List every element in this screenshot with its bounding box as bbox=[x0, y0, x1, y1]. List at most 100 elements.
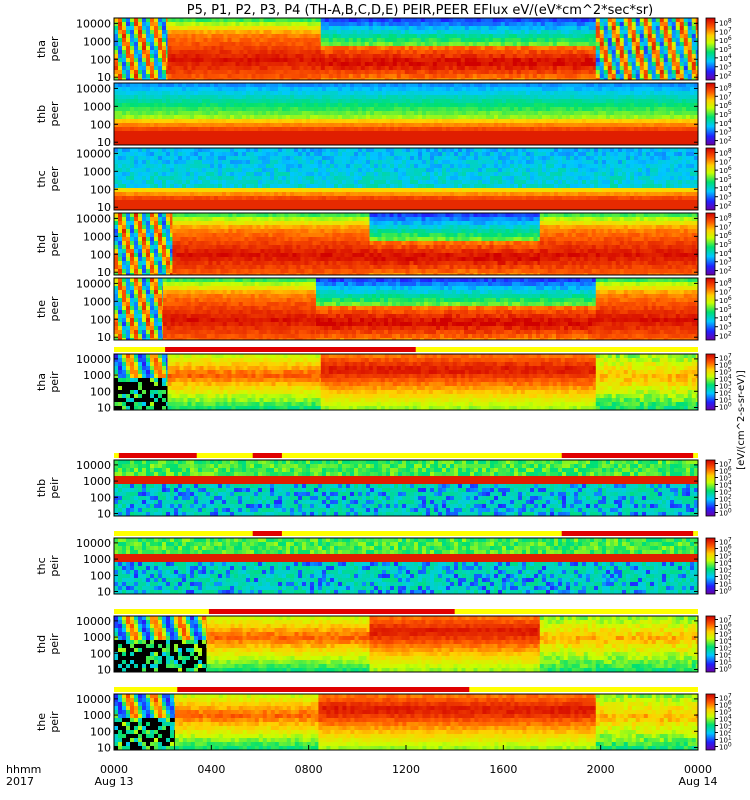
colorbar-tick-label: 101 bbox=[719, 395, 732, 405]
colorbar-tick-label: 105 bbox=[719, 473, 732, 483]
panel-frame bbox=[113, 277, 699, 341]
panel-tha-peer: 10 100 1000 10000 tha peer 1021031041051061071… bbox=[35, 17, 732, 84]
colorbar-tick-label: 101 bbox=[719, 735, 732, 745]
y-tick-label: 1000 bbox=[83, 709, 111, 722]
x-tick-label: 0800 bbox=[295, 763, 323, 776]
colorbar-tick-label: 104 bbox=[719, 558, 732, 568]
panel-label-probe: thc bbox=[35, 170, 48, 187]
colorbar-tick-label: 105 bbox=[719, 304, 732, 314]
colorbar-tick-label: 107 bbox=[719, 353, 732, 363]
colorbar-tick-label: 106 bbox=[719, 230, 732, 240]
colorbar-tick-label: 102 bbox=[719, 266, 732, 276]
y-tick-label: 10 bbox=[97, 507, 111, 520]
y-tick-label: 100 bbox=[90, 491, 111, 504]
colorbar-tick-label: 103 bbox=[719, 322, 732, 332]
colorbar-tick-label: 105 bbox=[719, 629, 732, 639]
colorbar-tick-label: 104 bbox=[719, 480, 732, 490]
panel-label-probe: thd bbox=[35, 235, 48, 253]
colorbar-tick-label: 106 bbox=[719, 295, 732, 305]
panel-thc-peer: 10 100 1000 10000 thc peer 1021031041051061071… bbox=[35, 147, 732, 214]
panel-label-product: peir bbox=[48, 633, 61, 655]
y-tick-label: 100 bbox=[90, 183, 111, 196]
colorbar-tick-label: 108 bbox=[719, 277, 732, 287]
y-tick-label: 1000 bbox=[83, 165, 111, 178]
colorbar-tick-label: 102 bbox=[719, 494, 732, 504]
colorbar-tick-label: 103 bbox=[719, 127, 732, 137]
panel-label-probe: thc bbox=[35, 557, 48, 574]
mode-bar-segment bbox=[252, 531, 282, 536]
colorbar-tick-label: 103 bbox=[719, 487, 732, 497]
chart-title: P5, P1, P2, P3, P4 (TH-A,B,C,D,E) PEIR,P… bbox=[187, 3, 653, 18]
colorbar-tick-label: 106 bbox=[719, 35, 732, 45]
x-tick-label: 0000 bbox=[100, 763, 128, 776]
colorbar-tick-label: 107 bbox=[719, 221, 732, 231]
mode-bar-background bbox=[114, 531, 698, 536]
y-tick-label: 1000 bbox=[83, 475, 111, 488]
colorbar-tick-label: 103 bbox=[719, 192, 732, 202]
y-tick-label: 1000 bbox=[83, 230, 111, 243]
colorbar-tick-label: 104 bbox=[719, 53, 732, 63]
y-tick-label: 1000 bbox=[83, 631, 111, 644]
panel-the-peer: 10 100 1000 10000 the peer 1021031041051061071… bbox=[35, 277, 732, 344]
panel-label-product: peer bbox=[48, 296, 61, 322]
x-tick-label: 2000 bbox=[587, 763, 615, 776]
colorbar-tick-label: 104 bbox=[719, 118, 732, 128]
colorbar-tick-label: 102 bbox=[719, 388, 732, 398]
x-tick-label: 1600 bbox=[489, 763, 517, 776]
panel-frame bbox=[113, 353, 699, 411]
mode-bar-segment bbox=[208, 609, 455, 614]
y-tick-label: 10 bbox=[97, 741, 111, 754]
y-tick-label: 1000 bbox=[83, 35, 111, 48]
y-tick-label: 10 bbox=[97, 266, 111, 279]
panel-label-product: peir bbox=[48, 477, 61, 499]
colorbar-tick-label: 104 bbox=[719, 183, 732, 193]
colorbar-tick-label: 108 bbox=[719, 82, 732, 92]
y-tick-label: 10000 bbox=[76, 212, 111, 225]
colorbar-tick-label: 105 bbox=[719, 109, 732, 119]
x-tick-label: 0400 bbox=[197, 763, 225, 776]
panel-thb-peer: 10 100 1000 10000 thb peer 1021031041051061071… bbox=[35, 82, 732, 149]
y-tick-label: 10000 bbox=[76, 459, 111, 472]
y-tick-label: 10 bbox=[97, 71, 111, 84]
x-tick-date: Aug 13 bbox=[95, 775, 134, 788]
panel-label-product: peer bbox=[48, 231, 61, 257]
colorbar-tick-label: 107 bbox=[719, 286, 732, 296]
y-tick-label: 1000 bbox=[83, 369, 111, 382]
colorbar-tick-label: 105 bbox=[719, 707, 732, 717]
colorbar-tick-label: 100 bbox=[719, 402, 732, 412]
colorbar-tick-label: 104 bbox=[719, 313, 732, 323]
colorbar-tick-label: 105 bbox=[719, 367, 732, 377]
colorbar bbox=[705, 277, 716, 341]
colorbar-tick-label: 105 bbox=[719, 239, 732, 249]
colorbar bbox=[705, 615, 716, 673]
colorbar-tick-label: 108 bbox=[719, 147, 732, 157]
panel-label-product: peer bbox=[48, 101, 61, 127]
panel-thd-peer: 10 100 1000 10000 thd peer 1021031041051061071… bbox=[35, 212, 732, 279]
year-label: 2017 bbox=[6, 775, 34, 788]
panel-frame bbox=[113, 17, 699, 81]
colorbar-tick-label: 103 bbox=[719, 643, 732, 653]
colorbar-tick-label: 101 bbox=[719, 657, 732, 667]
colorbar-tick-label: 107 bbox=[719, 91, 732, 101]
y-tick-label: 100 bbox=[90, 385, 111, 398]
colorbar-tick-label: 102 bbox=[719, 728, 732, 738]
colorbar bbox=[705, 212, 716, 276]
y-tick-label: 10 bbox=[97, 401, 111, 414]
panel-label-probe: tha bbox=[35, 40, 48, 58]
colorbar-tick-label: 105 bbox=[719, 551, 732, 561]
colorbar-tick-label: 101 bbox=[719, 501, 732, 511]
heatmap-cells bbox=[114, 538, 699, 595]
colorbar bbox=[705, 147, 716, 211]
y-tick-label: 10000 bbox=[76, 17, 111, 30]
colorbar-tick-label: 107 bbox=[719, 537, 732, 547]
y-tick-label: 100 bbox=[90, 313, 111, 326]
colorbar-tick-label: 106 bbox=[719, 700, 732, 710]
y-tick-label: 10000 bbox=[76, 693, 111, 706]
mode-bar-segment bbox=[165, 347, 416, 352]
panel-label-product: peer bbox=[48, 36, 61, 62]
colorbar-tick-label: 108 bbox=[719, 17, 732, 27]
mode-bar-segment bbox=[561, 531, 694, 536]
colorbar-tick-label: 107 bbox=[719, 156, 732, 166]
